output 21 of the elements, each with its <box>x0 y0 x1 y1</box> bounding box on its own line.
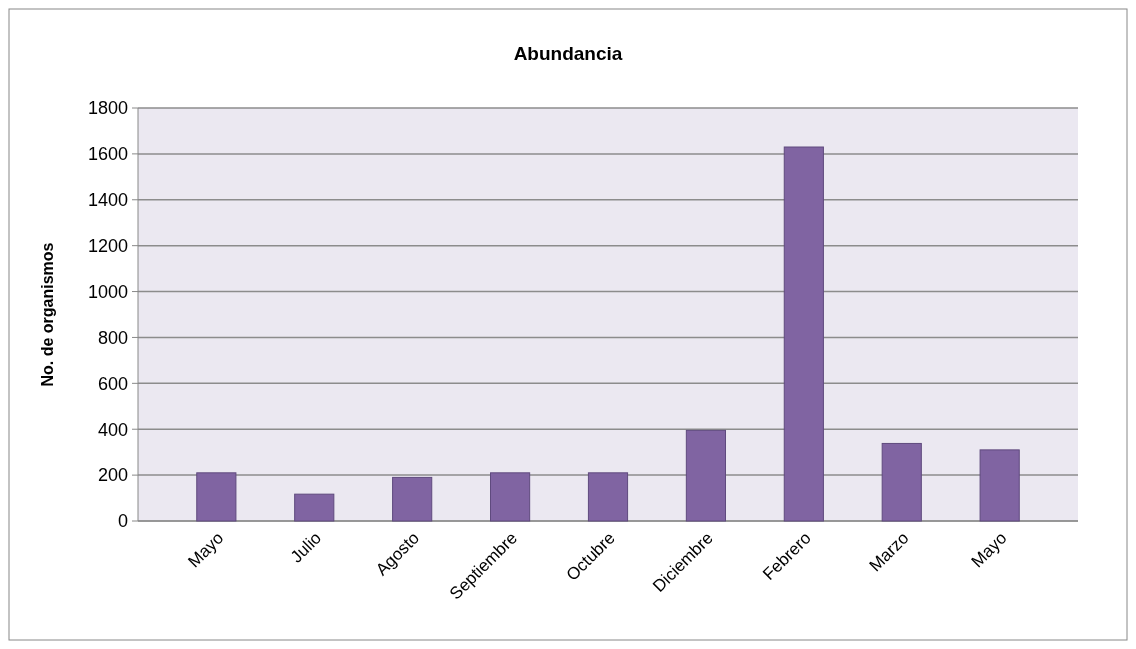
chart-title: Abundancia <box>513 43 623 64</box>
y-tick-label: 800 <box>97 327 128 348</box>
y-tick-label: 1800 <box>87 98 128 119</box>
y-tick-label: 1200 <box>87 235 128 256</box>
bar <box>294 493 335 522</box>
bar <box>881 442 922 522</box>
y-tick-label: 400 <box>97 419 128 440</box>
bar <box>196 472 237 522</box>
y-tick-label: 200 <box>97 465 128 486</box>
y-axis-title: No. de organismos <box>39 242 56 387</box>
bar <box>490 472 531 522</box>
bar <box>587 472 629 522</box>
y-tick-label: 1600 <box>87 144 128 165</box>
y-tick-label: 1400 <box>87 190 128 211</box>
bar <box>783 146 824 522</box>
bar <box>979 449 1020 522</box>
y-tick-label: 600 <box>97 373 128 394</box>
bar <box>392 476 433 522</box>
y-tick-label: 0 <box>117 511 128 532</box>
y-tick-label: 1000 <box>87 281 128 302</box>
bar <box>685 429 726 522</box>
